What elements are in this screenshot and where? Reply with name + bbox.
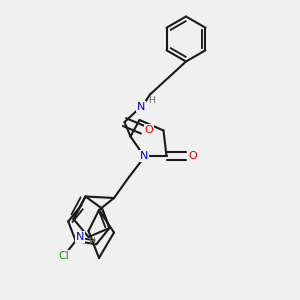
Text: N: N	[137, 101, 145, 112]
Text: H: H	[88, 237, 95, 246]
Text: O: O	[145, 124, 154, 135]
Text: O: O	[188, 151, 197, 161]
Text: N: N	[140, 151, 148, 161]
Text: H: H	[148, 96, 155, 105]
Text: Cl: Cl	[58, 251, 69, 261]
Text: N: N	[76, 232, 84, 242]
